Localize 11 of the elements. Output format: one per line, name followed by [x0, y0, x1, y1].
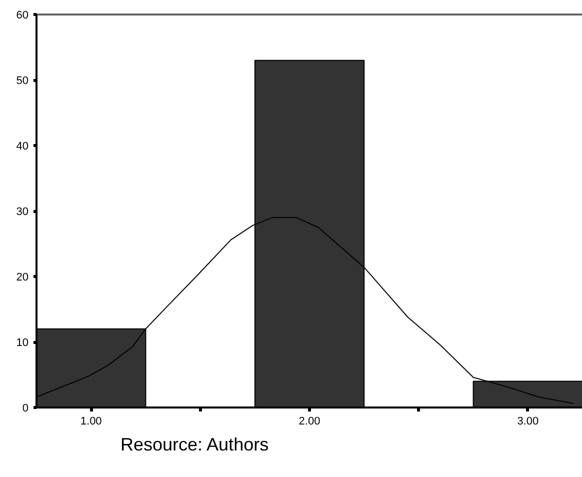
y-tick-label: 0	[22, 402, 29, 414]
y-tick-label: 10	[16, 337, 29, 349]
y-tick-label: 30	[16, 206, 29, 218]
x-tick-label: 3.00	[517, 416, 539, 428]
y-tick-label: 60	[16, 10, 29, 22]
x-tick-label: 2.00	[298, 416, 320, 428]
text: Resource: Authors	[120, 434, 269, 454]
y-tick-label: 20	[16, 272, 29, 284]
x-tick-label: 1.00	[80, 416, 102, 428]
y-tick-label: 40	[16, 140, 29, 152]
y-tick-label: 50	[16, 75, 29, 87]
